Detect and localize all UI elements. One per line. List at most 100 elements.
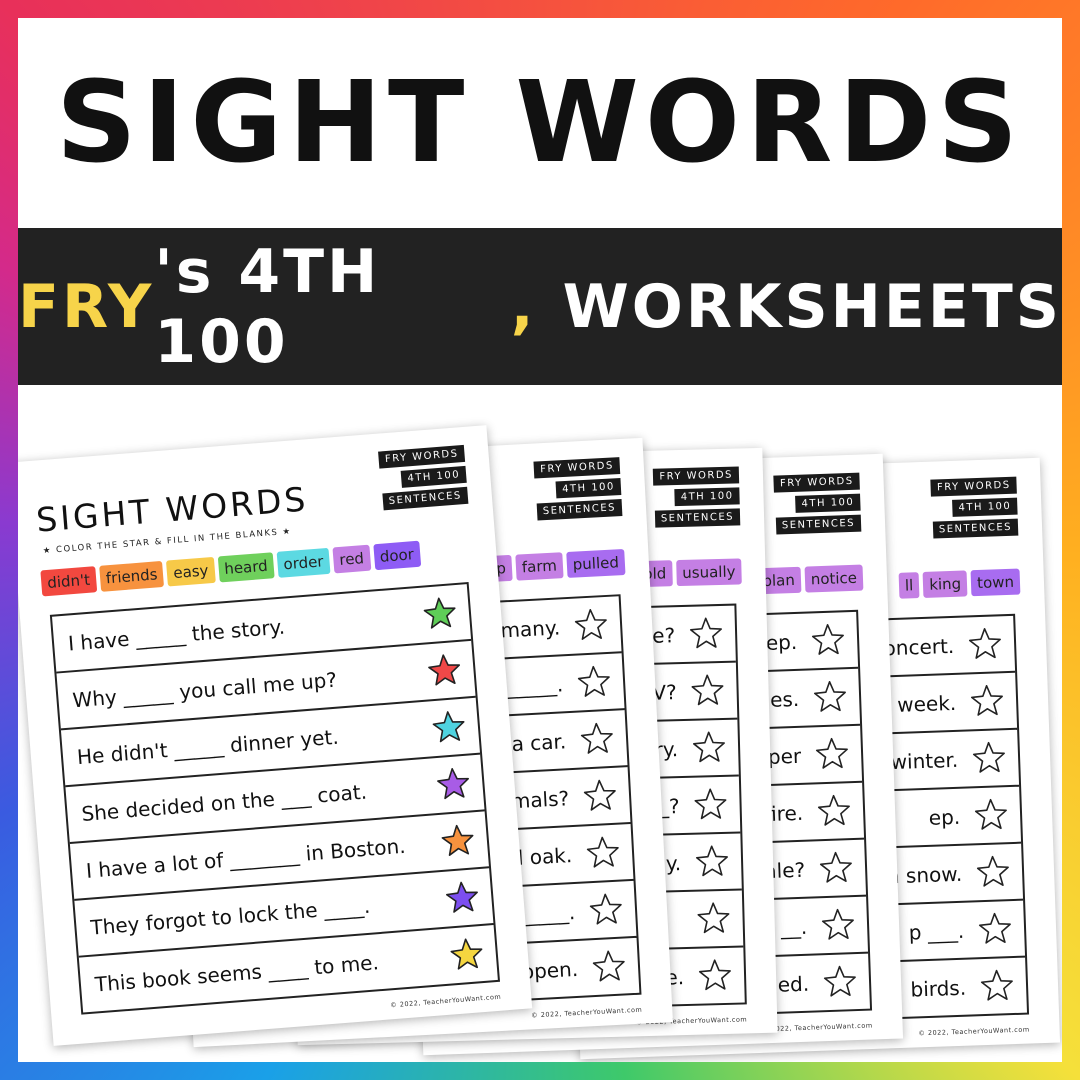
sentence: week.: [896, 690, 957, 717]
sentence-table: leep. vies. per fire. ale? __. ed.: [438, 609, 873, 1026]
sentence-row: ory.: [321, 719, 739, 788]
star: [437, 768, 469, 800]
star: [972, 741, 1005, 773]
sentence: ed.: [777, 971, 810, 997]
sentence: a car.: [510, 728, 567, 756]
star: [974, 798, 1007, 830]
sentence: h snow.: [886, 861, 963, 888]
tag: SENTENCES: [932, 518, 1019, 539]
footer: © 2022, TeacherYouWant.com: [761, 1021, 873, 1034]
star: [823, 965, 856, 997]
worksheet: SIGHT WORDS ★ COLOR THE STAR & FILL IN TH…: [18, 425, 533, 1046]
sentence-row: leep.: [440, 611, 859, 684]
sentence-row: birds.: [609, 958, 1027, 1027]
star: [821, 908, 854, 940]
sentence-row: fire.: [446, 782, 865, 855]
star: [813, 680, 846, 712]
star: [815, 737, 848, 769]
sentence: ep.: [928, 804, 961, 830]
tag: FRY WORDS: [378, 444, 466, 469]
tag: SENTENCES: [536, 499, 623, 521]
tags: FRY WORDS 4TH 100 SENTENCES: [378, 444, 469, 511]
tag: 4TH 100: [555, 478, 622, 499]
tag: SENTENCES: [775, 514, 862, 535]
sentence-row: ke.: [327, 947, 744, 1013]
sentence-table: I have _____ the story. Why _____ you cal…: [49, 581, 501, 1015]
sentence-row: __?: [323, 776, 741, 845]
star: [976, 855, 1009, 887]
word-chip: red: [332, 544, 371, 574]
word-chip: ll: [898, 572, 920, 599]
tags: FRY WORDS 4TH 100 SENTENCES: [653, 466, 741, 528]
sentence-row: one?: [318, 605, 736, 674]
sentence-row: winter.: [601, 729, 1020, 802]
sentence-row: Why _____ you call me up?: [56, 640, 476, 731]
sentence-row: She decided on the ___ coat.: [65, 754, 485, 845]
sentence: Why _____ you call me up?: [71, 667, 338, 712]
tag: FRY WORDS: [773, 472, 860, 493]
main-title: SIGHT WORDS: [55, 58, 1024, 188]
footer: © 2022, TeacherYouWant.com: [918, 1025, 1030, 1038]
sentence-row: open.: [221, 938, 639, 1015]
star: [574, 609, 607, 640]
star: [450, 938, 483, 970]
word-chip: notice: [804, 564, 864, 593]
subtitle-part: 's 4TH 100: [154, 236, 381, 377]
subtitle-part: FRY: [18, 271, 155, 342]
sentence-row: week.: [599, 672, 1018, 745]
sentence: p ___.: [908, 918, 965, 945]
sentence-row: ed.: [452, 954, 870, 1023]
tags: FRY WORDS 4TH 100 SENTENCES: [533, 457, 623, 521]
star: [817, 794, 850, 826]
sentence: birds.: [910, 975, 967, 1002]
tag: 4TH 100: [952, 497, 1018, 517]
star: [441, 824, 474, 856]
star: [692, 731, 725, 763]
star: [695, 845, 728, 877]
word-chip: king: [922, 570, 968, 598]
subtitle-band: FRY 's 4TH 100 , WORKSHEETS: [18, 228, 1062, 385]
worksheet: FRY WORDS 4TH 100 SENTENCES ll king town oncer…: [559, 457, 1061, 1060]
sentence-row: oncert.: [597, 615, 1016, 688]
tags: FRY WORDS 4TH 100 SENTENCES: [930, 476, 1019, 539]
star: [423, 597, 456, 629]
sentence: They forgot to lock the ____.: [89, 893, 371, 940]
star: [428, 654, 461, 686]
word-chip: order: [276, 547, 331, 578]
sentence-table: oncert. week. winter. ep. h snow. p ___.birds…: [595, 613, 1030, 1030]
star: [691, 674, 724, 706]
sentence: He didn't _____ dinner yet.: [76, 724, 340, 769]
sentence-row: d oak.: [215, 823, 634, 903]
tag: 4TH 100: [674, 487, 740, 507]
sentence-row: He didn't _____ dinner yet.: [60, 697, 481, 788]
sentence: many.: [499, 614, 561, 643]
footer: © 2022, TeacherYouWant.com: [389, 992, 502, 1010]
word-chip: friends: [98, 560, 165, 592]
tag: SENTENCES: [654, 508, 741, 528]
sentence: This book seems ____ to me.: [94, 949, 380, 996]
word-chip: door: [372, 540, 421, 571]
star: [819, 851, 852, 883]
sentence-row: They forgot to lock the ____.: [74, 868, 494, 958]
sentence: oncert.: [883, 633, 955, 660]
tags: FRY WORDS 4TH 100 SENTENCES: [773, 472, 862, 535]
sentence-row: ale?: [448, 839, 867, 912]
word-chip: usually: [675, 558, 742, 587]
star: [980, 969, 1013, 1001]
star: [978, 912, 1011, 944]
star: [577, 665, 610, 697]
tag: 4TH 100: [795, 493, 861, 513]
sentence-row: _____.: [218, 880, 637, 960]
star: [592, 950, 625, 982]
sentence: I have a lot of _______ in Boston.: [85, 833, 407, 883]
tag: FRY WORDS: [930, 476, 1017, 497]
sentence-table: many. e _____. a car. nimals? d oak. _____. op…: [201, 594, 642, 1017]
sentence-row: [325, 890, 744, 959]
sentence-row: __.: [450, 896, 869, 969]
sentence-table: one?TV?ory.__?rday. ke.: [316, 603, 747, 1016]
star: [690, 617, 722, 649]
sentence-row: vies.: [442, 668, 861, 741]
